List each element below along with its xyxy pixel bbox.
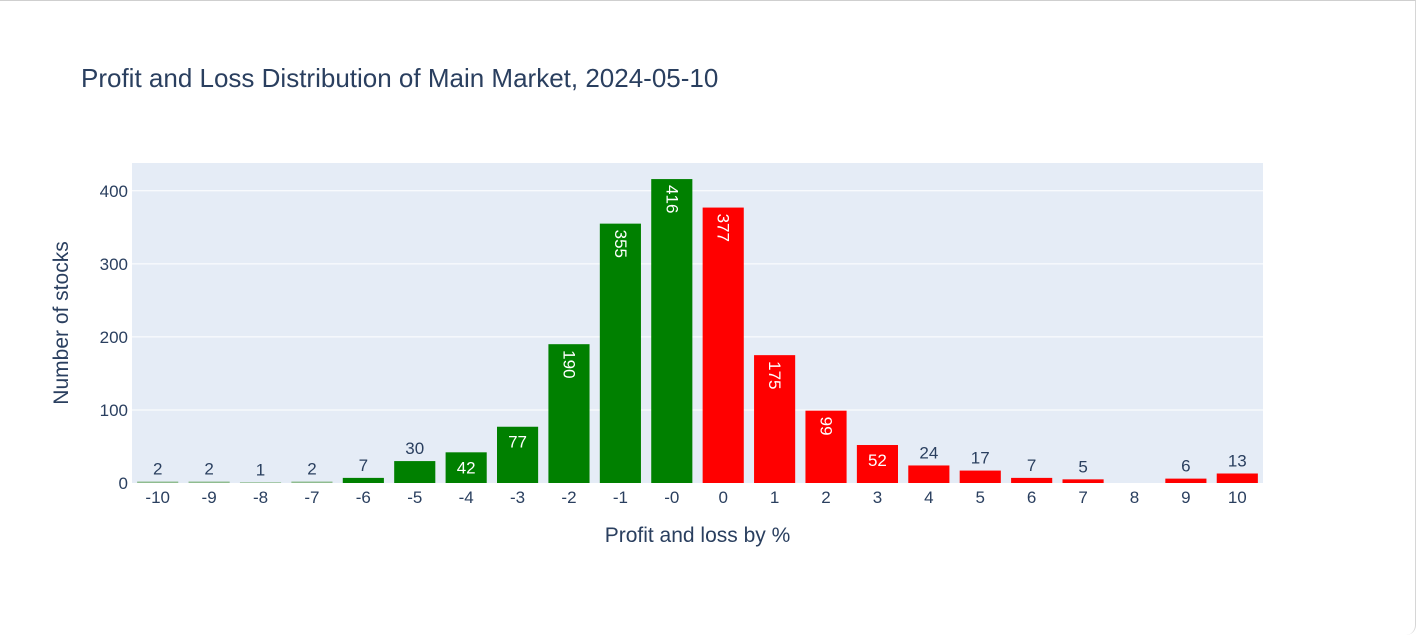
bar xyxy=(548,344,590,483)
bar-value-label: 2 xyxy=(204,460,213,479)
x-tick-label: 10 xyxy=(1228,488,1247,507)
bar xyxy=(291,481,333,483)
x-tick-label: -8 xyxy=(253,488,268,507)
bar-value-label: 416 xyxy=(662,185,681,213)
x-tick-label: 8 xyxy=(1130,488,1139,507)
x-tick-label: -6 xyxy=(356,488,371,507)
plot-area xyxy=(132,163,1263,483)
bar-value-label: 42 xyxy=(457,458,476,477)
bar-value-label: 24 xyxy=(919,443,938,462)
bar xyxy=(188,481,230,483)
bar xyxy=(856,445,898,483)
bar-value-label: 1 xyxy=(256,460,265,479)
bar xyxy=(651,179,693,483)
bar-value-label: 175 xyxy=(765,361,784,389)
bar-value-label: 13 xyxy=(1228,452,1247,471)
bar-value-label: 5 xyxy=(1078,457,1087,476)
bar xyxy=(599,223,641,483)
bar xyxy=(394,461,436,483)
x-tick-label: 9 xyxy=(1181,488,1190,507)
bar xyxy=(702,207,744,483)
y-tick-label: 0 xyxy=(119,474,128,493)
bar xyxy=(1062,479,1104,483)
y-tick-label: 400 xyxy=(100,182,128,201)
bar xyxy=(239,482,282,483)
bar xyxy=(908,465,950,483)
bar xyxy=(342,477,384,483)
x-tick-label: -1 xyxy=(613,488,628,507)
bar-value-label: 7 xyxy=(359,456,368,475)
x-tick-label: -7 xyxy=(304,488,319,507)
bar-value-label: 2 xyxy=(153,460,162,479)
bar-value-label: 30 xyxy=(405,439,424,458)
x-tick-label: -4 xyxy=(459,488,474,507)
y-tick-label: 200 xyxy=(100,328,128,347)
x-tick-label: -9 xyxy=(202,488,217,507)
bar xyxy=(1216,473,1258,483)
chart-title: Profit and Loss Distribution of Main Mar… xyxy=(81,63,719,93)
y-tick-label: 300 xyxy=(100,255,128,274)
x-tick-label: -10 xyxy=(145,488,170,507)
bar-value-label: 6 xyxy=(1181,457,1190,476)
bar-value-label: 52 xyxy=(868,451,887,470)
x-tick-label: 0 xyxy=(718,488,727,507)
y-axis-title: Number of stocks xyxy=(50,241,73,404)
x-tick-label: 2 xyxy=(821,488,830,507)
x-tick-label: 6 xyxy=(1027,488,1036,507)
bar xyxy=(137,481,179,483)
bar xyxy=(497,426,539,483)
bar-value-label: 377 xyxy=(714,214,733,242)
bar xyxy=(754,355,796,483)
x-tick-label: 3 xyxy=(873,488,882,507)
bar xyxy=(1011,477,1053,483)
x-tick-label: 4 xyxy=(924,488,933,507)
x-tick-label: -2 xyxy=(561,488,576,507)
bar xyxy=(959,470,1001,483)
x-tick-label: -0 xyxy=(664,488,679,507)
bar-value-label: 17 xyxy=(971,449,990,468)
x-axis-title: Profit and loss by % xyxy=(605,524,791,547)
bar-value-label: 355 xyxy=(611,230,630,258)
x-tick-label: 1 xyxy=(770,488,779,507)
bar xyxy=(1165,478,1207,483)
y-tick-label: 100 xyxy=(100,401,128,420)
bar-value-label: 77 xyxy=(508,433,527,452)
x-tick-label: -5 xyxy=(407,488,422,507)
bar xyxy=(445,452,487,483)
bar-value-label: 2 xyxy=(307,460,316,479)
bar-value-label: 99 xyxy=(817,417,836,436)
bar-value-label: 7 xyxy=(1027,456,1036,475)
x-tick-label: 7 xyxy=(1078,488,1087,507)
x-tick-label: -3 xyxy=(510,488,525,507)
bar xyxy=(805,410,847,483)
x-tick-label: 5 xyxy=(976,488,985,507)
bar-value-label: 190 xyxy=(559,350,578,378)
